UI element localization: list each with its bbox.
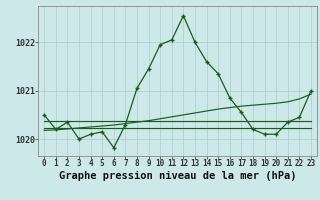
- X-axis label: Graphe pression niveau de la mer (hPa): Graphe pression niveau de la mer (hPa): [59, 171, 296, 181]
